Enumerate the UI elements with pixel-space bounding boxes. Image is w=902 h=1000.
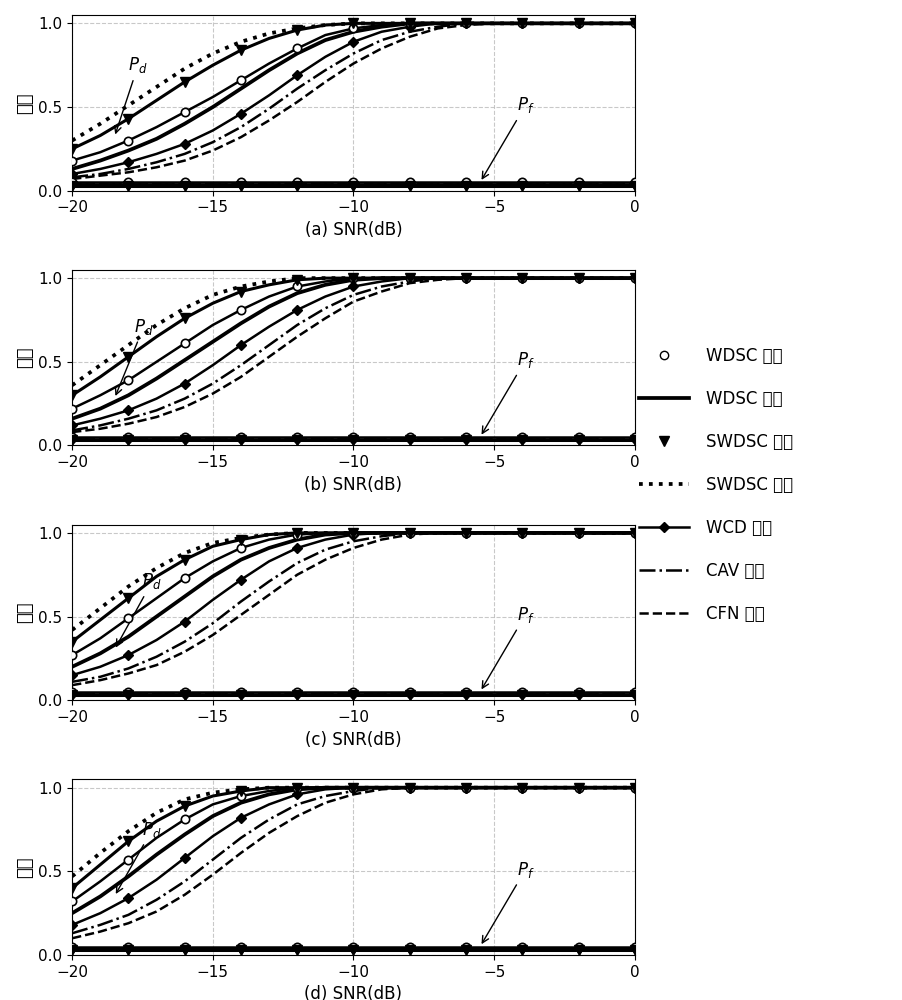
Text: $P_f$: $P_f$ xyxy=(483,860,534,943)
X-axis label: (c) SNR(dB): (c) SNR(dB) xyxy=(305,731,401,749)
Text: $P_d$: $P_d$ xyxy=(115,55,148,133)
Text: $P_d$: $P_d$ xyxy=(116,571,162,646)
X-axis label: (b) SNR(dB): (b) SNR(dB) xyxy=(305,476,402,494)
Y-axis label: 概率: 概率 xyxy=(16,347,34,368)
X-axis label: (a) SNR(dB): (a) SNR(dB) xyxy=(305,221,402,239)
Y-axis label: 概率: 概率 xyxy=(16,602,34,623)
Text: $P_f$: $P_f$ xyxy=(483,605,534,688)
Legend: WDSC 仿真, WDSC 理论, SWDSC 仿真, SWDSC 理论, WCD 仿真, CAV 仿真, CFN 仿真: WDSC 仿真, WDSC 理论, SWDSC 仿真, SWDSC 理论, WC… xyxy=(640,347,793,623)
Text: $P_d$: $P_d$ xyxy=(116,820,162,893)
Text: $P_f$: $P_f$ xyxy=(483,350,534,433)
X-axis label: (d) SNR(dB): (d) SNR(dB) xyxy=(305,985,402,1000)
Text: $P_d$: $P_d$ xyxy=(115,317,153,395)
Y-axis label: 概率: 概率 xyxy=(16,856,34,878)
Y-axis label: 概率: 概率 xyxy=(16,92,34,114)
Text: $P_f$: $P_f$ xyxy=(483,95,534,179)
